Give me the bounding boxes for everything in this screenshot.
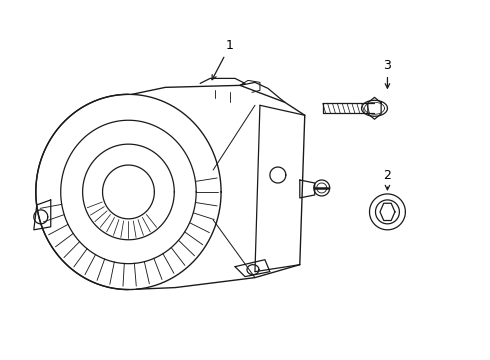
- Text: 2: 2: [384, 168, 392, 190]
- Text: 3: 3: [384, 59, 392, 88]
- Text: 1: 1: [212, 39, 234, 80]
